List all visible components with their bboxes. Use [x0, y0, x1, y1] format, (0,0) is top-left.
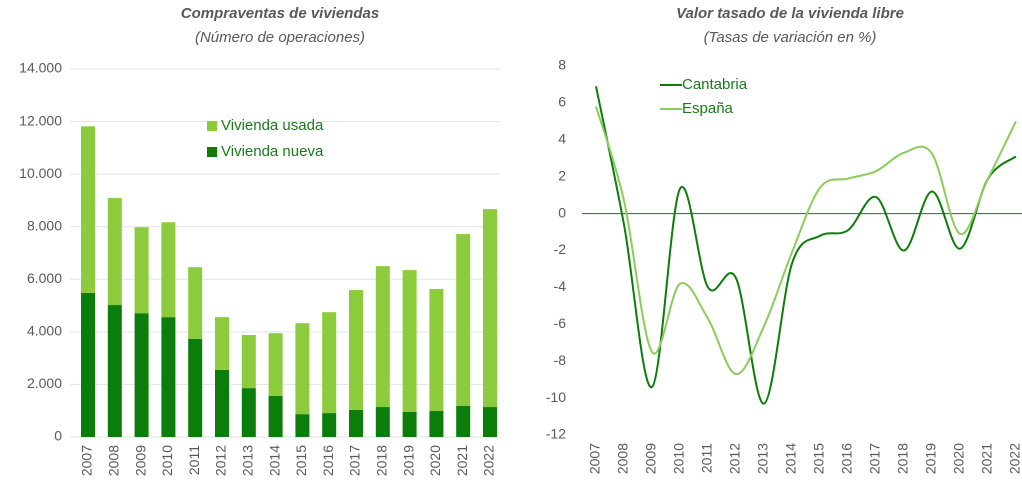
x-tick-label: 2017: [347, 445, 363, 476]
x-tick-label: 2022: [481, 445, 497, 476]
y-tick-label: -12: [546, 426, 566, 442]
bar: [429, 289, 444, 411]
x-tick-label: 2007: [79, 445, 95, 476]
x-tick-label: 2018: [374, 445, 390, 476]
bar: [295, 323, 310, 415]
x-tick-label: 2016: [839, 443, 855, 474]
bar: [402, 412, 417, 437]
bar: [161, 317, 176, 437]
x-tick-label: 2017: [867, 443, 883, 474]
chart-subtitle: (Tasas de variación en %): [704, 29, 877, 46]
y-tick-label: 12.000: [19, 112, 62, 128]
y-tick-label: 0: [558, 204, 566, 220]
bar: [161, 222, 176, 318]
bar: [241, 388, 256, 437]
bar: [215, 317, 229, 370]
bar: [241, 335, 256, 389]
bar: [268, 333, 283, 396]
x-tick-label: 2015: [811, 443, 827, 474]
x-tick-label: 2010: [671, 443, 687, 474]
x-tick-label: 2014: [266, 445, 282, 476]
legend-label: Cantabria: [682, 76, 748, 93]
y-tick-label: 0: [54, 428, 62, 444]
bar: [375, 407, 390, 437]
y-tick-label: 6.000: [27, 270, 62, 286]
y-tick-label: 8.000: [27, 217, 62, 233]
x-tick-label: 2018: [895, 443, 911, 474]
x-tick-label: 2011: [699, 443, 715, 473]
bar: [483, 407, 497, 437]
x-tick-label: 2012: [213, 445, 229, 476]
bar: [429, 410, 444, 437]
bar: [402, 270, 417, 413]
x-tick-label: 2009: [643, 443, 659, 474]
bar: [107, 305, 122, 437]
legend-label: Vivienda nueva: [221, 143, 324, 160]
y-tick-label: 6: [558, 94, 566, 110]
x-tick-label: 2020: [427, 445, 443, 476]
line: [595, 86, 1017, 405]
bar: [81, 292, 95, 437]
x-tick-label: 2013: [755, 443, 771, 474]
y-tick-label: 2: [558, 167, 566, 183]
bar: [295, 414, 310, 437]
y-tick-label: -6: [554, 315, 567, 331]
x-tick-label: 2007: [587, 443, 603, 474]
y-tick-label: 14.000: [19, 60, 62, 76]
x-tick-label: 2021: [454, 445, 470, 476]
x-tick-label: 2011: [186, 445, 202, 475]
y-tick-label: -4: [554, 278, 567, 294]
x-tick-label: 2022: [1007, 443, 1022, 474]
x-tick-label: 2015: [293, 445, 309, 476]
bar: [268, 395, 283, 437]
chart-title: Valor tasado de la vivienda libre: [676, 5, 904, 22]
x-tick-label: 2008: [615, 443, 631, 474]
bar: [134, 313, 149, 437]
bar: [81, 126, 95, 293]
bar: [215, 369, 229, 437]
bar: [322, 413, 337, 437]
legend-label: Vivienda usada: [221, 117, 324, 134]
x-tick-label: 2014: [783, 443, 799, 474]
y-tick-label: -10: [546, 389, 566, 405]
x-tick-label: 2013: [240, 445, 256, 476]
chart-subtitle: (Número de operaciones): [195, 29, 365, 46]
bar: [107, 198, 122, 306]
bar: [134, 227, 149, 314]
bar: [483, 209, 497, 408]
bar: [456, 405, 471, 437]
chart-title: Compraventas de viviendas: [181, 5, 379, 22]
y-tick-label: 4.000: [27, 323, 62, 339]
y-tick-label: 8: [558, 57, 566, 73]
y-tick-label: 10.000: [19, 165, 62, 181]
x-tick-label: 2008: [106, 445, 122, 476]
bar: [349, 290, 363, 410]
x-tick-label: 2019: [923, 443, 939, 474]
x-tick-label: 2020: [951, 443, 967, 474]
bar: [322, 312, 337, 414]
bar: [456, 234, 471, 406]
legend-swatch: [207, 147, 217, 157]
line: [595, 106, 1017, 376]
legend-label: España: [682, 100, 734, 117]
x-tick-label: 2016: [320, 445, 336, 476]
y-tick-label: -2: [554, 241, 567, 257]
x-tick-label: 2021: [979, 443, 995, 474]
x-tick-label: 2009: [132, 445, 148, 476]
y-tick-label: 4: [558, 131, 566, 147]
bar: [375, 266, 390, 408]
y-tick-label: -8: [554, 352, 567, 368]
x-tick-label: 2012: [727, 443, 743, 474]
legend-swatch: [207, 121, 217, 131]
bar: [188, 267, 203, 339]
bar: [188, 338, 203, 437]
y-tick-label: 2.000: [27, 375, 62, 391]
bar: [349, 409, 363, 437]
x-tick-label: 2010: [159, 445, 175, 476]
x-tick-label: 2019: [400, 445, 416, 476]
